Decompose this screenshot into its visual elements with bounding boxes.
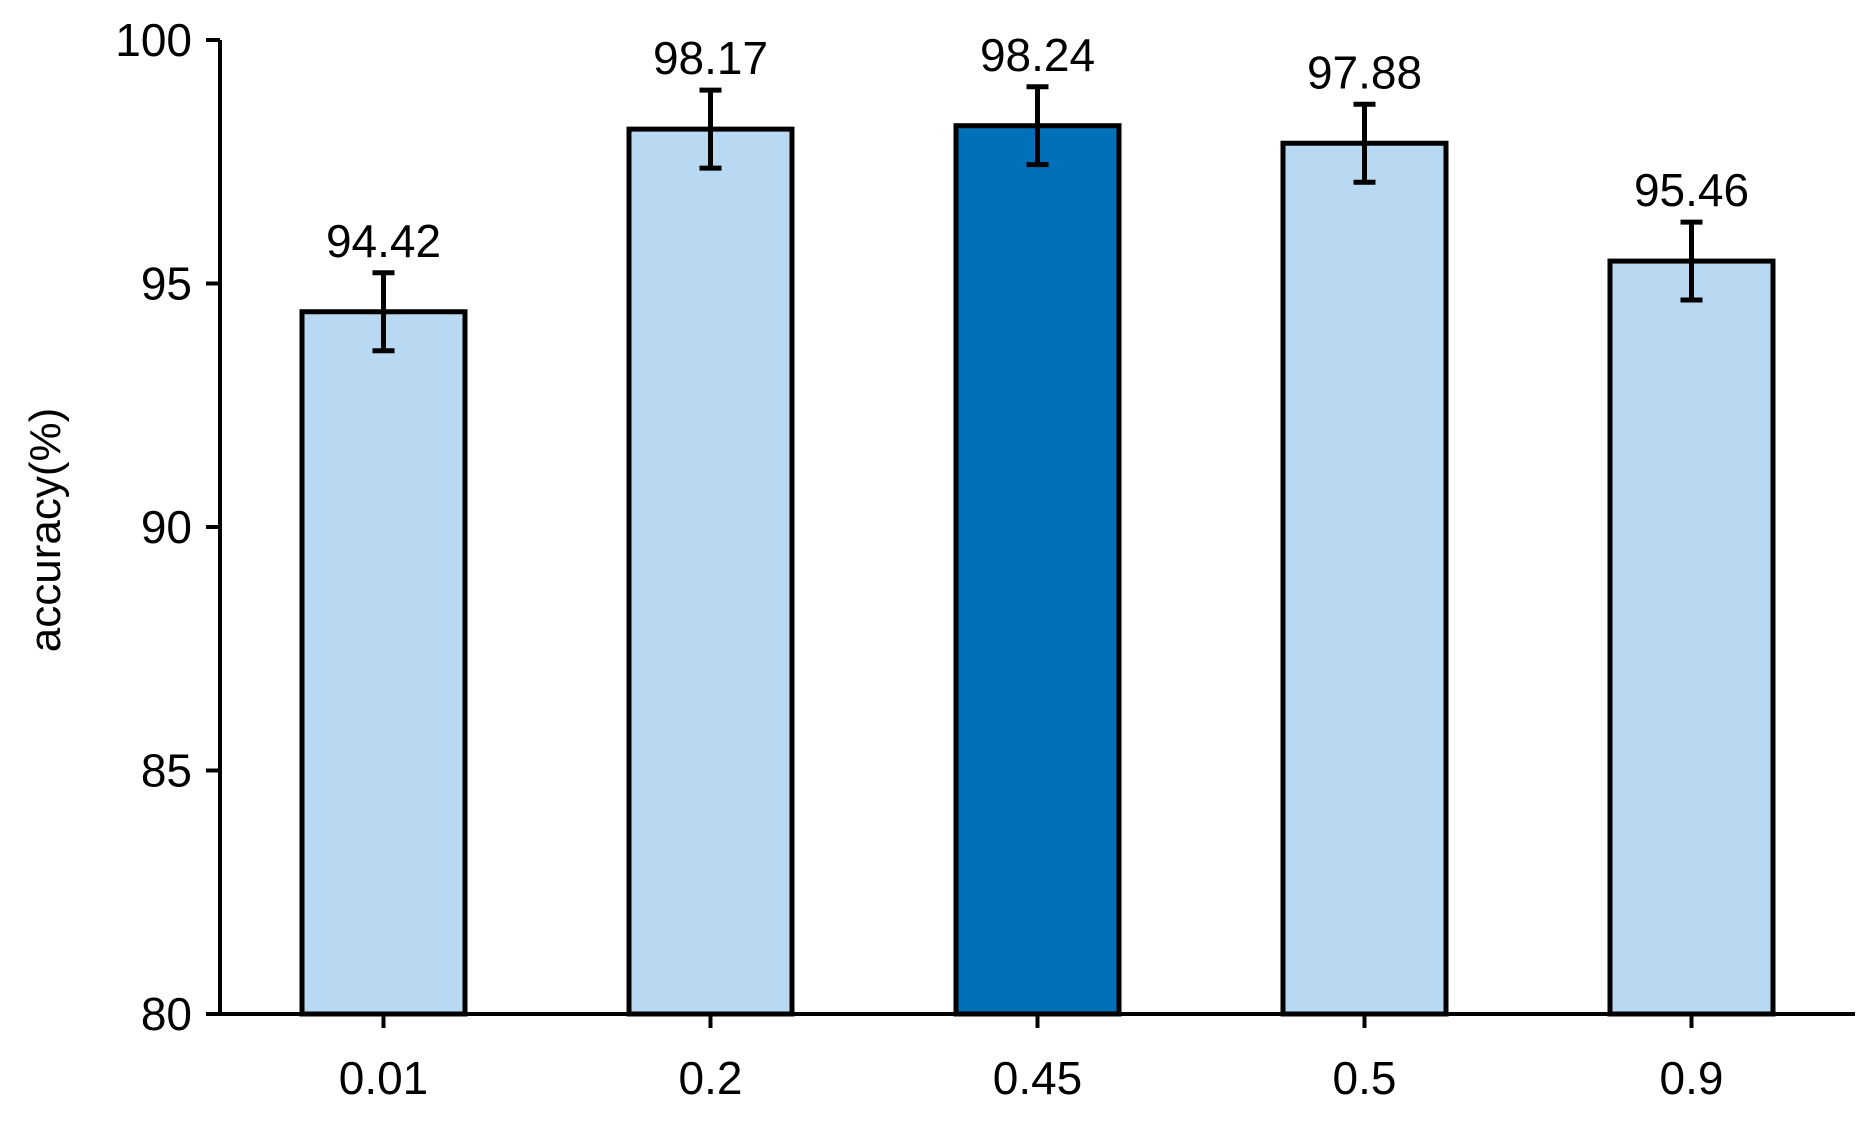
data-label: 98.17	[653, 32, 768, 84]
x-tick-label: 0.01	[339, 1052, 429, 1104]
x-tick-label: 0.5	[1333, 1052, 1397, 1104]
bar	[626, 126, 795, 1017]
x-tick-label: 0.45	[993, 1052, 1083, 1104]
y-tick-label: 100	[115, 14, 192, 66]
y-tick-label: 80	[141, 988, 192, 1040]
bar	[1607, 258, 1776, 1017]
y-tick-label: 85	[141, 745, 192, 797]
y-tick-label: 90	[141, 501, 192, 553]
x-tick-label: 0.9	[1660, 1052, 1724, 1104]
bar	[1280, 140, 1449, 1017]
plot-area: 80 85 90 95 100 94.42 0.01 98.17 0.2 98.24 0.45 97.…	[115, 14, 1855, 1104]
x-tick-label: 0.2	[679, 1052, 743, 1104]
data-label: 94.42	[326, 215, 441, 267]
data-label: 98.24	[980, 29, 1095, 81]
y-tick-label: 95	[141, 258, 192, 310]
bar	[299, 309, 468, 1017]
data-label: 95.46	[1634, 164, 1749, 216]
bar	[953, 123, 1122, 1017]
data-label: 97.88	[1307, 46, 1422, 98]
y-axis-title: accuracy(%)	[21, 408, 70, 653]
